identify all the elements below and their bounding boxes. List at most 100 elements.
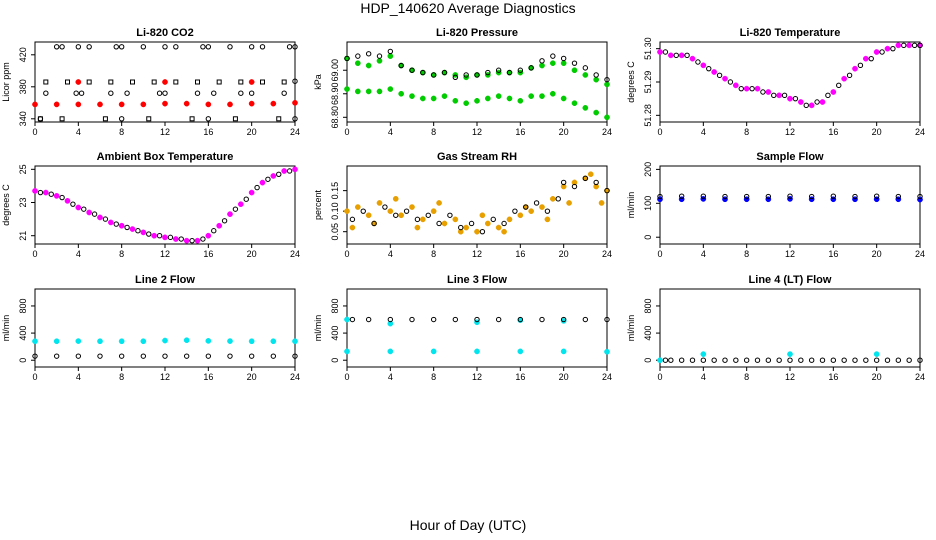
x-tick-label: 20 [559, 372, 569, 382]
data-point [270, 338, 277, 345]
data-point [604, 316, 610, 323]
data-point [270, 100, 277, 107]
panel-title: Line 2 Flow [135, 274, 195, 286]
data-point [825, 92, 831, 99]
data-point [414, 224, 421, 231]
data-point [517, 348, 524, 355]
figure-x-axis-label: Hour of Day (UTC) [409, 517, 527, 533]
data-point [86, 79, 92, 85]
y-axis-label: ml/min [626, 315, 636, 342]
data-point [37, 116, 44, 122]
data-point [863, 357, 869, 363]
x-tick-label: 24 [915, 249, 925, 259]
panel-title: Sample Flow [756, 151, 824, 163]
series-1 [657, 196, 923, 203]
data-point [360, 208, 366, 214]
panel-title: Li-820 CO2 [136, 27, 193, 39]
x-tick-label: 12 [160, 372, 170, 382]
data-point [430, 72, 437, 78]
plot-frame [34, 288, 296, 368]
data-point [227, 101, 233, 108]
data-point [808, 102, 815, 109]
data-point [75, 338, 82, 344]
x-tick-label: 16 [203, 372, 213, 382]
data-point [162, 90, 168, 96]
y-tick-label: 69.00 [330, 59, 340, 82]
data-point [194, 90, 201, 96]
y-axis-label: degrees C [1, 184, 11, 226]
x-tick-label: 20 [247, 249, 257, 259]
data-point [162, 234, 168, 241]
data-point [506, 95, 513, 102]
data-point [259, 44, 266, 50]
y-tick-label: 0 [643, 358, 653, 363]
data-point [70, 201, 76, 207]
x-tick-label: 0 [344, 127, 349, 137]
x-tick-label: 0 [32, 372, 37, 382]
x-tick-label: 8 [744, 127, 749, 137]
x-tick-label: 16 [515, 249, 525, 259]
data-point [200, 236, 206, 242]
series-2 [32, 353, 298, 359]
data-point [409, 204, 415, 210]
data-point [479, 228, 486, 235]
data-point [765, 193, 772, 200]
series-3 [37, 79, 287, 122]
data-point [667, 52, 674, 59]
data-point [281, 79, 287, 85]
data-point [238, 79, 244, 85]
data-point [344, 348, 350, 355]
data-point [398, 90, 405, 97]
data-point [501, 228, 507, 235]
series-2 [349, 316, 610, 323]
data-point [517, 316, 524, 323]
data-point [260, 79, 265, 85]
x-tick-label: 0 [657, 127, 662, 137]
data-point [376, 200, 383, 206]
x-tick-label: 12 [785, 372, 795, 382]
chart-panel-5: Gas Stream RH percent 0 4 8 12 16 20 24 0.05 0.10 0… [313, 151, 612, 259]
series-2 [662, 42, 923, 109]
data-point [162, 100, 168, 107]
data-point [419, 216, 426, 223]
y-tick-label: 23 [18, 198, 28, 208]
data-point [227, 338, 233, 344]
data-point [436, 200, 442, 206]
data-point [59, 116, 65, 122]
panel-title: Line 3 Flow [447, 274, 507, 286]
x-tick-label: 20 [247, 127, 257, 137]
figure-title: HDP_140620 Average Diagnostics [360, 0, 576, 16]
data-point [539, 316, 545, 323]
x-tick-label: 20 [559, 249, 569, 259]
data-point [173, 44, 179, 50]
data-point [463, 72, 469, 78]
data-point [387, 320, 394, 327]
y-tick-label: 100 [643, 196, 653, 211]
data-point [292, 99, 298, 106]
data-point [254, 184, 260, 191]
x-tick-label: 24 [915, 127, 925, 137]
data-point [458, 224, 464, 231]
data-point [365, 212, 372, 219]
plot-frame [34, 165, 296, 245]
data-point [604, 76, 610, 83]
data-point [118, 338, 125, 345]
data-point [593, 179, 599, 186]
data-point [917, 357, 923, 363]
data-point [97, 214, 103, 221]
data-point [852, 193, 858, 200]
data-point [205, 116, 212, 122]
data-point [162, 337, 168, 344]
data-point [917, 193, 923, 200]
data-point [248, 79, 255, 85]
data-point [292, 116, 298, 122]
data-point [292, 78, 298, 84]
x-tick-label: 16 [203, 127, 213, 137]
x-tick-label: 8 [119, 127, 124, 137]
y-axis-label: ml/min [626, 192, 636, 219]
data-point [371, 220, 377, 227]
data-point [495, 316, 502, 323]
data-point [276, 116, 282, 122]
data-point [539, 58, 545, 64]
data-point [549, 90, 556, 97]
